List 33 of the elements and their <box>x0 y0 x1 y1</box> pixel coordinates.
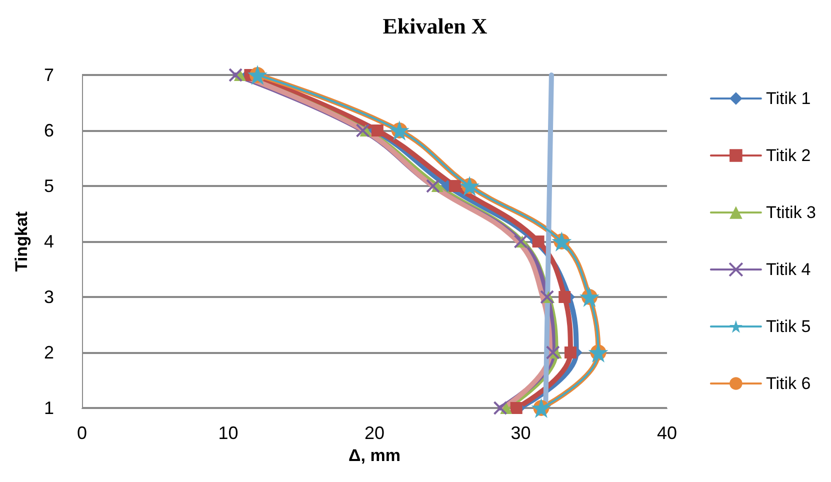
point <box>558 291 571 303</box>
legend-label: Ttitik 3 <box>766 203 816 222</box>
point <box>532 236 544 248</box>
point <box>371 124 384 136</box>
y-tick-label: 5 <box>44 176 54 196</box>
x-tick-label: 0 <box>76 423 88 443</box>
x-tick-label: 10 <box>218 423 238 443</box>
legend-label: Titik 5 <box>766 317 811 336</box>
y-axis-title: Tingkat <box>12 211 31 272</box>
point <box>426 179 440 193</box>
x-tick-label: 30 <box>510 423 531 443</box>
point <box>514 234 528 248</box>
y-tick-label: 2 <box>44 342 54 362</box>
point <box>448 180 461 192</box>
point <box>493 401 508 415</box>
y-tick-label: 4 <box>44 232 54 252</box>
legend-label: Titik 1 <box>766 89 811 108</box>
y-tick-label: 3 <box>44 287 54 307</box>
y-tick-label: 7 <box>44 65 54 85</box>
point <box>546 346 560 360</box>
legend-label: Titik 6 <box>766 374 811 393</box>
legend-label: Titik 2 <box>766 146 811 165</box>
chart-title: Ekivalen X <box>382 14 488 38</box>
legend-label: Titik 4 <box>766 260 811 279</box>
y-tick-label: 6 <box>44 120 54 140</box>
x-tick-label: 40 <box>656 423 678 443</box>
point <box>564 346 576 358</box>
point <box>356 124 370 138</box>
point <box>540 290 554 304</box>
y-tick-label: 1 <box>44 398 54 418</box>
x-tick-label: 20 <box>364 423 385 443</box>
point <box>228 68 243 82</box>
x-axis-title: Δ, mm <box>348 446 400 465</box>
